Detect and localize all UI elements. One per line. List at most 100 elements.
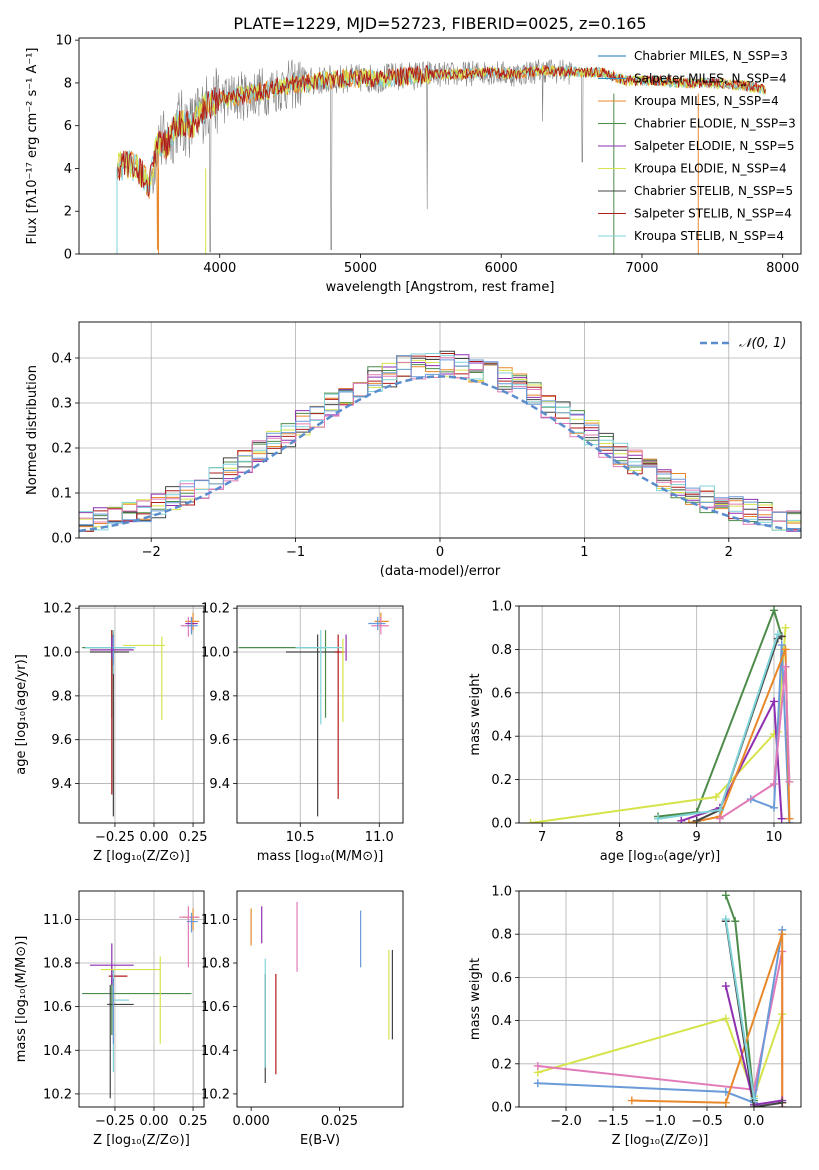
x-tick-label: 10 [766,830,783,845]
y-tick-label: 9.6 [51,733,72,748]
x-tick-label: 0.00 [140,830,169,845]
weight-line [724,918,755,1099]
plot-content [250,901,394,1083]
x-tick-label: 7000 [625,261,658,276]
axes-frame [518,605,802,824]
error-bar-point [186,616,198,635]
axes-frame [236,605,404,824]
axes-frame [78,605,205,824]
legend-label: Salpeter MILES, N_SSP=4 [634,72,787,86]
x-axis-label: mass [log₁₀(M/M⊙)] [257,849,384,864]
x-axis-label: Z [log₁₀(Z/Z⊙)] [93,849,190,864]
y-axis-label: Normed distribution [25,365,40,495]
weight-marker [712,792,721,801]
x-tick-label: −1 [286,545,305,560]
y-tick-label: 0.0 [491,817,512,832]
y-tick-label: 9.8 [51,689,72,704]
y-axis-label: mass weight [468,958,483,1040]
x-tick-label: 10.5 [286,830,315,845]
weight-marker [721,1014,730,1023]
error-bar-point [371,616,389,635]
x-axis-label: (data-model)/error [380,564,501,579]
plot-content [116,59,766,254]
weight-marker [750,1094,758,1103]
axes-mass-vs-EBV: 0.000 0.025 10.2 10.4 10.6 10.8 11.0 E(B-V) [201,890,404,1148]
x-axis-label: age [log₁₀(age/yr)] [600,849,721,864]
legend-label: Salpeter STELIB, N_SSP=4 [634,207,792,221]
weight-marker [533,1061,542,1070]
y-tick-label: 0.8 [491,643,512,658]
weight-marker [684,819,693,823]
y-tick-label: 1.0 [491,600,512,615]
x-tick-label: 5000 [344,261,377,276]
weight-line [537,929,784,1105]
x-tick-label: 11.0 [365,830,394,845]
error-bar-point [82,980,192,1035]
y-tick-label: 0.0 [491,1101,512,1116]
weight-marker [715,814,724,823]
grid-lines [79,891,204,1107]
weight-marker [692,816,701,823]
plot-area [79,891,204,1107]
y-tick-label: 10 [55,34,72,49]
plot-content [79,350,801,533]
y-axis-label: mass weight [468,673,483,755]
x-axis-label: E(B-V) [300,1133,340,1148]
y-tick-label: 0.3 [51,397,72,412]
plot-content [82,906,200,1099]
x-tick-label: 0.00 [140,1114,169,1129]
weight-marker [781,623,790,632]
y-tick-label: 10.2 [43,602,72,617]
x-tick-label: 0.000 [233,1114,270,1129]
axes-mass-vs-Z: −0.25 0.00 0.25 10.2 10.4 10.6 10.8 11.0 Z [log₁… [14,890,208,1148]
x-tick-label: −2.0 [550,1114,582,1129]
weight-marker [769,606,778,615]
x-tick-label: 0.25 [179,1114,208,1129]
weight-marker [778,930,787,939]
y-tick-label: 10.4 [201,1044,230,1059]
y-tick-label: 2 [64,205,72,220]
weight-line [680,697,783,822]
axes-residuals: −2 −1 0 1 2 0.0 0.1 0.2 0.3 0.4 (data-model)/error… [25,321,802,579]
error-bar-point [286,634,340,817]
weight-marker [731,917,740,926]
error-bar-point [100,956,161,1044]
weight-marker [769,803,778,812]
legend-label: 𝒩(0, 1) [739,336,786,351]
normal-curve [79,375,801,533]
model-spectrum-line [116,65,766,187]
weight-series [715,662,794,823]
axes-weight-vs-Z: −2.0 −1.5 −1.0 −0.5 0.0 0.0 0.2 0.4 0.6 0.8 1.0 Z [… [468,885,802,1148]
y-tick-label: 10.6 [43,1000,72,1015]
x-tick-label: 7 [538,830,546,845]
y-tick-label: 9.6 [209,733,230,748]
chart-title: PLATE=1229, MJD=52723, FIBERID=0025, z=0… [233,14,646,33]
legend-label: Chabrier STELIB, N_SSP=5 [634,184,793,198]
error-bar-point [122,636,165,720]
x-tick-label: −1.5 [597,1114,629,1129]
weight-marker [778,1098,787,1107]
plot-content [533,891,787,1107]
x-tick-label: 6000 [485,261,518,276]
weight-marker [715,805,724,814]
legend-label: Kroupa ELODIE, N_SSP=4 [634,162,787,176]
weight-line [719,666,791,820]
y-tick-label: 0.0 [51,532,72,547]
x-tick-label: −0.5 [691,1114,723,1129]
y-tick-label: 11.0 [43,913,72,928]
weight-marker [777,641,786,650]
weight-marker [769,779,778,788]
plot-content [526,606,794,823]
error-bar-point [107,984,134,1099]
x-tick-label: 0 [436,545,444,560]
y-tick-label: 0.4 [491,1014,512,1029]
weight-line [750,645,791,823]
y-tick-label: 0.2 [491,1057,512,1072]
x-tick-label: 9 [693,830,701,845]
x-tick-label: −0.25 [95,830,135,845]
weight-marker [677,816,686,823]
y-tick-label: 0.2 [491,773,512,788]
y-tick-label: 0.6 [491,971,512,986]
y-tick-label: 4 [64,162,72,177]
